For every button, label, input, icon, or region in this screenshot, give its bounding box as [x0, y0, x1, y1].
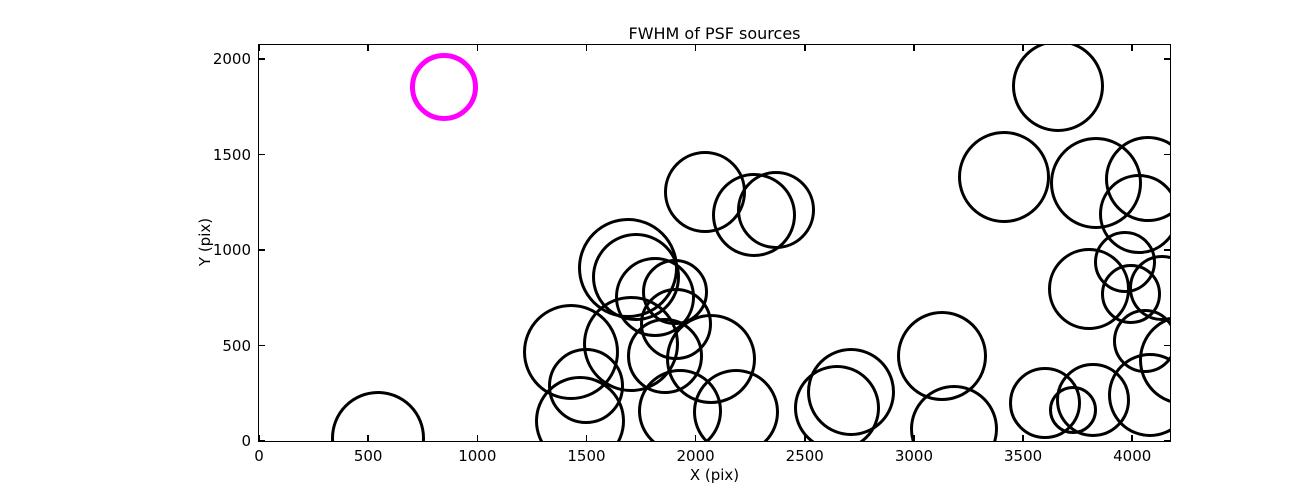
y-tick-right — [1164, 249, 1170, 251]
y-tick — [259, 58, 265, 60]
y-tick — [259, 440, 265, 442]
y-tick-label: 500 — [222, 336, 251, 355]
psf-circle — [807, 347, 896, 436]
x-tick-top — [804, 45, 806, 51]
x-tick-top — [258, 45, 260, 51]
x-tick-top — [585, 45, 588, 51]
x-tick-label: 3000 — [894, 447, 934, 465]
y-tick-label: 1000 — [212, 241, 251, 260]
x-tick — [1022, 435, 1024, 441]
x-tick-top — [913, 45, 915, 51]
x-tick-top — [476, 45, 479, 51]
y-tick — [259, 153, 265, 156]
x-tick-label: 0 — [254, 447, 264, 465]
x-tick-label: 2500 — [785, 447, 824, 465]
x-tick-label: 3500 — [1003, 447, 1043, 465]
x-tick-label: 500 — [353, 447, 383, 465]
chart-title: FWHM of PSF sources — [628, 24, 801, 43]
x-tick-top — [694, 45, 697, 51]
x-tick-label: 1000 — [458, 447, 497, 465]
y-tick — [259, 249, 265, 251]
x-tick — [804, 435, 806, 441]
y-tick-label: 1500 — [212, 145, 251, 164]
psf-circle — [957, 131, 1050, 223]
x-tick — [367, 435, 369, 441]
x-tick-top — [1131, 45, 1133, 51]
y-tick-right — [1164, 440, 1170, 442]
y-tick-right — [1164, 58, 1170, 60]
x-tick-top — [367, 45, 369, 51]
psf-circle — [693, 368, 780, 441]
x-tick — [913, 435, 915, 441]
x-tick-top — [1022, 45, 1024, 51]
y-tick-right — [1164, 344, 1170, 347]
psf-circle — [1107, 352, 1170, 437]
x-tick — [1131, 435, 1133, 441]
y-axis-label: Y (pix) — [196, 217, 214, 267]
x-tick — [258, 435, 260, 441]
plot-area — [257, 43, 1171, 442]
psf-circle — [1011, 44, 1104, 133]
x-axis-label: X (pix) — [689, 466, 740, 484]
psf-circle — [330, 390, 425, 441]
highlight-circle — [410, 53, 479, 122]
y-tick — [259, 344, 265, 347]
x-tick-label: 4000 — [1113, 447, 1152, 465]
x-tick — [694, 435, 697, 441]
x-tick — [585, 435, 588, 441]
x-tick — [476, 435, 479, 441]
x-tick-label: 1500 — [567, 447, 606, 465]
psf-circle — [736, 171, 815, 250]
x-tick-label: 2000 — [676, 447, 715, 465]
y-tick-right — [1164, 153, 1170, 156]
y-tick-label: 0 — [241, 432, 251, 450]
y-tick-label: 2000 — [212, 50, 251, 69]
